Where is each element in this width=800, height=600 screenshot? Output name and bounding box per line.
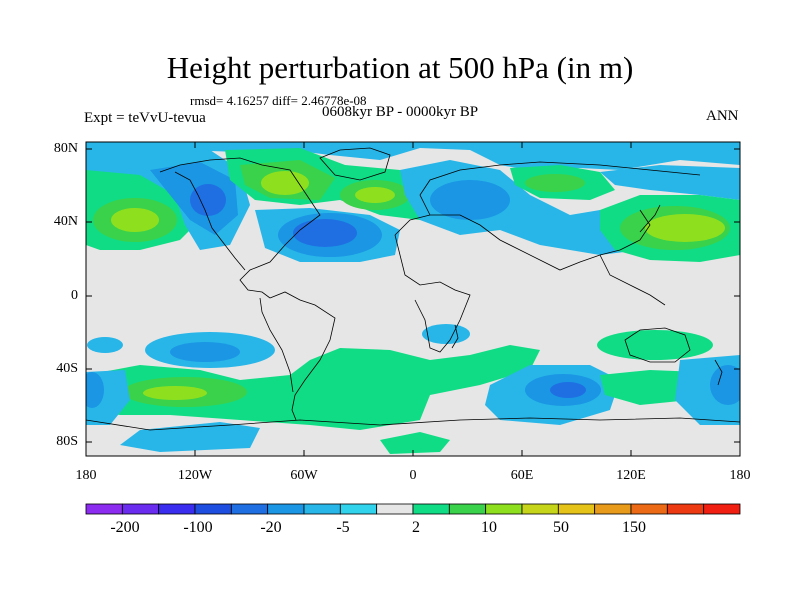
anomaly-antarctic-teal xyxy=(380,432,450,454)
colorbar-label: 150 xyxy=(622,519,646,536)
lon-label-180w: 180 xyxy=(75,468,97,483)
colorbar-label: 2 xyxy=(412,519,420,536)
colorbar-swatch xyxy=(158,503,196,515)
anomaly-south-pacific-mid xyxy=(170,342,240,362)
colorbar-swatch xyxy=(194,503,232,515)
lat-label-0: 0 xyxy=(71,288,78,303)
lat-label-40n: 40N xyxy=(53,214,78,229)
colorbar-swatch xyxy=(376,503,414,515)
coastlines xyxy=(86,147,740,431)
anomaly-sw-pacific-blue xyxy=(87,337,123,353)
lon-label-60e: 60E xyxy=(510,468,534,483)
colorbar-swatch xyxy=(412,503,450,515)
colorbar-swatch xyxy=(85,503,123,515)
colorbar xyxy=(85,503,741,515)
colorbar-swatch xyxy=(448,503,487,515)
colorbar-swatch xyxy=(303,503,341,515)
lat-label-40s: 40S xyxy=(56,361,78,376)
anomaly-southern-ocean-teal xyxy=(86,345,540,430)
colorbar-label: -5 xyxy=(336,519,350,536)
lon-label-120w: 120W xyxy=(177,468,213,483)
anomaly-nw-america-dark xyxy=(190,184,226,216)
colorbar-swatch xyxy=(630,503,668,515)
anomaly-south-africa-blue xyxy=(422,324,470,344)
lon-label-120e: 120E xyxy=(616,468,646,483)
lon-label-0: 0 xyxy=(409,468,417,483)
lon-ticks xyxy=(194,142,632,456)
rmsd-diff-stats: rmsd= 4.16257 diff= 2.46778e-08 xyxy=(190,93,367,108)
colorbar-swatch xyxy=(594,503,632,515)
experiment-label: Expt = teVvU-tevua xyxy=(84,110,206,126)
colorbar-swatch xyxy=(557,503,596,515)
anomaly-nw-pacific-yellow xyxy=(645,214,725,242)
height-perturbation-field xyxy=(86,142,740,456)
lon-label-180e: 180 xyxy=(729,468,751,483)
colorbar-swatch xyxy=(703,503,741,515)
anomaly-west-atlantic-dark xyxy=(293,219,357,247)
lat-label-80n: 80N xyxy=(53,141,78,156)
period-label: 0608kyr BP - 0000kyr BP xyxy=(322,104,479,120)
anomaly-se-pacific-mid xyxy=(710,365,740,405)
colorbar-swatch xyxy=(485,503,523,515)
anomaly-siberia-green xyxy=(525,174,585,192)
anomaly-tasman-teal xyxy=(600,370,700,405)
anomaly-atlantic-yellow xyxy=(355,187,395,203)
colorbar-label: 10 xyxy=(481,519,497,536)
colorbar-swatch xyxy=(339,503,378,515)
anomaly-hudson-yellow xyxy=(261,171,309,195)
lat-ticks xyxy=(86,148,740,443)
colorbar-swatch xyxy=(230,503,269,515)
colorbar-swatch xyxy=(666,503,705,515)
anomaly-south-pacific-yellow xyxy=(143,386,207,400)
lat-label-80s: 80S xyxy=(56,434,78,449)
colorbar-label: -20 xyxy=(260,519,282,536)
season-label: ANN xyxy=(706,108,739,124)
colorbar-label: 50 xyxy=(553,519,569,536)
colorbar-swatch xyxy=(267,503,305,515)
colorbar-label: -200 xyxy=(110,519,140,536)
lon-label-60w: 60W xyxy=(290,468,318,483)
anomaly-australia-teal xyxy=(597,330,713,360)
colorbar-label: -100 xyxy=(183,519,213,536)
anomaly-indian-ocean-dark xyxy=(550,382,586,398)
anomaly-far-east-blue xyxy=(600,165,740,200)
plot-title: Height perturbation at 500 hPa (in m) xyxy=(166,50,634,85)
colorbar-swatch xyxy=(121,503,160,515)
anomaly-eurasia-mid xyxy=(430,180,510,220)
anomaly-north-pacific-yellow xyxy=(111,208,159,232)
colorbar-swatch xyxy=(521,503,559,515)
anomaly-sw-pacific-deep-mid xyxy=(86,372,104,408)
